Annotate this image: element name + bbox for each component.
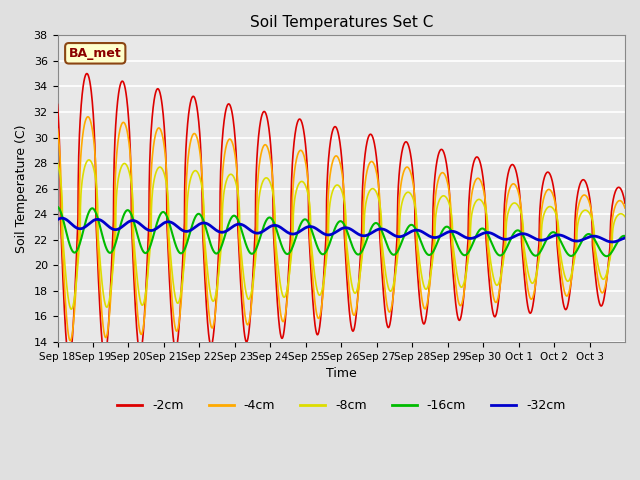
-8cm [234,186,241,192]
-4cm [513,184,520,190]
-8cm [621,214,629,219]
-4cm [614,199,621,205]
Line: -8cm: -8cm [58,160,625,309]
-16cm [544,234,552,240]
-16cm [376,223,383,228]
-2cm [65,357,73,363]
-8cm [545,204,552,210]
X-axis label: Time: Time [326,367,356,380]
-16cm [621,233,629,239]
-8cm [513,201,520,207]
-2cm [614,185,621,191]
-16cm [512,228,520,234]
-2cm [83,71,91,76]
Legend: -2cm, -4cm, -8cm, -16cm, -32cm: -2cm, -4cm, -8cm, -16cm, -32cm [112,394,570,417]
Title: Soil Temperatures Set C: Soil Temperatures Set C [250,15,433,30]
-4cm [67,338,74,344]
-16cm [613,240,621,246]
-8cm [614,213,621,218]
Text: BA_met: BA_met [69,47,122,60]
-16cm [233,215,241,220]
Line: -32cm: -32cm [58,218,625,242]
-8cm [111,244,118,250]
-2cm [513,170,520,176]
-2cm [54,102,61,108]
-32cm [621,235,629,241]
-2cm [111,142,118,148]
-8cm [54,160,61,166]
-2cm [621,200,629,206]
-8cm [67,306,75,312]
-8cm [376,202,383,207]
-16cm [603,253,611,259]
-32cm [233,222,241,228]
-2cm [376,234,383,240]
-2cm [234,175,241,180]
-32cm [111,227,118,232]
-4cm [54,126,61,132]
-8cm [85,157,93,163]
Line: -2cm: -2cm [58,73,625,360]
-32cm [58,215,66,221]
-4cm [111,204,118,210]
-4cm [84,114,92,120]
-4cm [621,205,629,211]
Line: -4cm: -4cm [58,117,625,341]
-32cm [545,235,552,241]
-32cm [609,239,616,245]
-4cm [234,171,241,177]
-2cm [545,169,552,175]
-4cm [376,198,383,204]
Y-axis label: Soil Temperature (C): Soil Temperature (C) [15,124,28,253]
-32cm [54,217,61,223]
-4cm [545,187,552,192]
-32cm [614,238,621,244]
-32cm [376,226,383,232]
-16cm [54,204,61,210]
Line: -16cm: -16cm [58,207,625,256]
-32cm [513,233,520,239]
-16cm [110,244,118,250]
